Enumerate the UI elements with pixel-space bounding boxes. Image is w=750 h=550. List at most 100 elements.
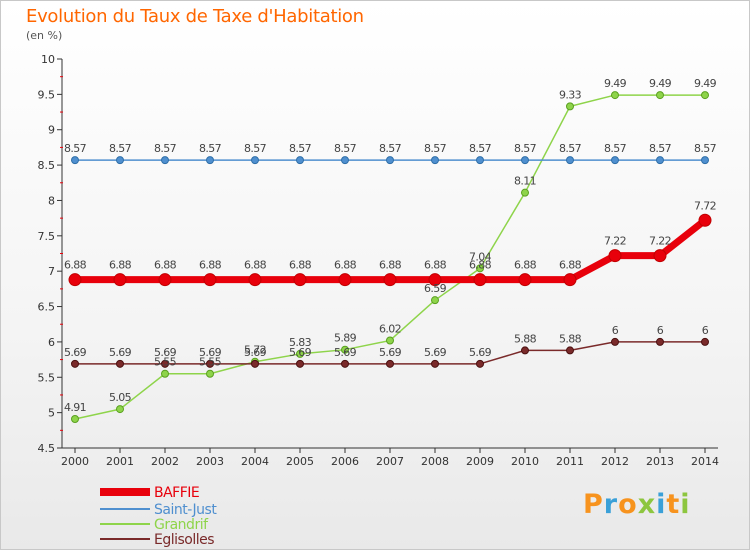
data-label-grandrif: 6.59 bbox=[424, 282, 447, 295]
data-point-saintjust bbox=[116, 156, 124, 165]
data-point-grandrif bbox=[71, 415, 79, 424]
data-label-baffie: 6.88 bbox=[469, 259, 492, 272]
x-tick-label: 2014 bbox=[691, 455, 719, 468]
data-label-saintjust: 8.57 bbox=[469, 142, 492, 155]
x-tick-label: 2010 bbox=[511, 455, 539, 468]
data-label-baffie: 6.88 bbox=[109, 259, 132, 272]
data-point-baffie bbox=[383, 273, 397, 287]
data-label-grandrif: 5.05 bbox=[109, 391, 132, 404]
legend-swatch-grandrif bbox=[100, 523, 150, 525]
y-tick-label: 9.5 bbox=[38, 88, 56, 101]
data-point-grandrif bbox=[656, 91, 664, 100]
data-label-saintjust: 8.57 bbox=[199, 142, 222, 155]
data-point-saintjust bbox=[701, 156, 709, 165]
legend-label-eglisolles: Eglisolles bbox=[154, 532, 214, 548]
data-point-grandrif bbox=[161, 369, 169, 378]
data-label-saintjust: 8.57 bbox=[694, 142, 717, 155]
logo-letter: x bbox=[637, 489, 657, 520]
data-label-eglisolles: 5.69 bbox=[64, 346, 87, 359]
legend-label-baffie: BAFFIE bbox=[154, 485, 199, 501]
y-tick-label: 6.5 bbox=[38, 301, 56, 314]
legend-label-saintjust: Saint-Just bbox=[154, 502, 217, 518]
data-label-eglisolles: 5.69 bbox=[154, 346, 177, 359]
data-label-baffie: 7.72 bbox=[694, 199, 716, 212]
data-label-grandrif: 5.72 bbox=[244, 344, 266, 357]
data-point-eglisolles bbox=[566, 346, 574, 355]
y-tick-label: 10 bbox=[41, 53, 55, 66]
proxiti-logo: Proxiti bbox=[583, 489, 691, 520]
data-label-baffie: 7.22 bbox=[649, 235, 671, 248]
data-point-saintjust bbox=[341, 156, 349, 165]
data-point-grandrif bbox=[476, 264, 484, 273]
data-point-eglisolles bbox=[116, 359, 124, 368]
data-point-saintjust bbox=[566, 156, 574, 165]
y-tick-label: 5 bbox=[48, 407, 55, 420]
data-point-eglisolles bbox=[701, 337, 709, 346]
data-point-eglisolles bbox=[521, 346, 529, 355]
data-point-eglisolles bbox=[476, 359, 484, 368]
x-tick-label: 2008 bbox=[421, 455, 449, 468]
data-label-eglisolles: 5.69 bbox=[424, 346, 447, 359]
data-label-grandrif: 5.55 bbox=[199, 356, 222, 369]
data-label-saintjust: 8.57 bbox=[649, 142, 672, 155]
data-point-eglisolles bbox=[431, 359, 439, 368]
data-point-baffie bbox=[608, 249, 622, 263]
data-label-baffie: 6.88 bbox=[154, 259, 177, 272]
data-label-baffie: 6.88 bbox=[424, 259, 447, 272]
data-point-saintjust bbox=[251, 156, 259, 165]
y-tick-label: 5.5 bbox=[38, 371, 56, 384]
legend-swatch-eglisolles bbox=[100, 538, 150, 540]
data-label-baffie: 6.88 bbox=[514, 259, 537, 272]
data-label-saintjust: 8.57 bbox=[244, 142, 267, 155]
y-tick-label: 8.5 bbox=[38, 159, 56, 172]
data-label-grandrif: 9.49 bbox=[604, 77, 627, 90]
data-label-eglisolles: 5.69 bbox=[199, 346, 222, 359]
data-label-grandrif: 5.89 bbox=[334, 332, 357, 345]
x-tick-label: 2011 bbox=[556, 455, 584, 468]
data-point-eglisolles bbox=[251, 359, 259, 368]
data-point-saintjust bbox=[386, 156, 394, 165]
data-point-saintjust bbox=[611, 156, 619, 165]
data-label-baffie: 6.88 bbox=[64, 259, 87, 272]
data-label-baffie: 6.88 bbox=[289, 259, 312, 272]
y-tick-label: 7 bbox=[48, 265, 55, 278]
data-label-eglisolles: 5.88 bbox=[514, 332, 537, 345]
data-label-grandrif: 7.04 bbox=[469, 250, 492, 263]
data-label-grandrif: 9.33 bbox=[559, 88, 582, 101]
data-point-baffie bbox=[473, 273, 487, 287]
data-label-saintjust: 8.57 bbox=[334, 142, 357, 155]
data-label-baffie: 6.88 bbox=[559, 259, 582, 272]
data-point-saintjust bbox=[521, 156, 529, 165]
data-label-grandrif: 9.49 bbox=[694, 77, 717, 90]
data-label-saintjust: 8.57 bbox=[379, 142, 402, 155]
data-point-grandrif bbox=[386, 336, 394, 345]
data-label-saintjust: 8.57 bbox=[289, 142, 312, 155]
data-label-saintjust: 8.57 bbox=[604, 142, 627, 155]
logo-letter: t bbox=[666, 489, 681, 520]
data-point-grandrif bbox=[116, 405, 124, 414]
x-tick-label: 2006 bbox=[331, 455, 359, 468]
data-label-grandrif: 5.83 bbox=[289, 336, 312, 349]
data-label-eglisolles: 5.69 bbox=[469, 346, 492, 359]
data-point-eglisolles bbox=[611, 337, 619, 346]
data-label-saintjust: 8.57 bbox=[559, 142, 582, 155]
data-label-saintjust: 8.57 bbox=[64, 142, 87, 155]
x-tick-label: 2009 bbox=[466, 455, 494, 468]
x-tick-label: 2005 bbox=[286, 455, 314, 468]
data-label-baffie: 6.88 bbox=[334, 259, 357, 272]
data-label-eglisolles: 5.69 bbox=[244, 346, 267, 359]
x-tick-label: 2004 bbox=[241, 455, 269, 468]
y-tick-label: 6 bbox=[48, 336, 55, 349]
data-point-baffie bbox=[203, 273, 217, 287]
y-tick-label: 9 bbox=[48, 124, 55, 137]
data-point-grandrif bbox=[341, 345, 349, 354]
chart-title: Evolution du Taux de Taxe d'Habitation bbox=[26, 6, 364, 27]
y-tick-label: 7.5 bbox=[38, 230, 56, 243]
data-point-baffie bbox=[293, 273, 307, 287]
data-point-baffie bbox=[563, 273, 577, 287]
data-point-eglisolles bbox=[296, 359, 304, 368]
x-tick-label: 2003 bbox=[196, 455, 224, 468]
data-point-saintjust bbox=[71, 156, 79, 165]
x-tick-label: 2002 bbox=[151, 455, 179, 468]
